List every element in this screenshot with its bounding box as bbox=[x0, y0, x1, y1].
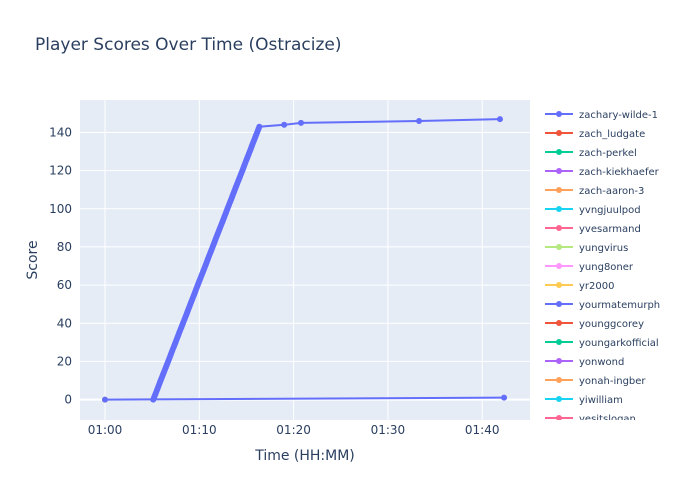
y-tick-label: 120 bbox=[49, 164, 72, 178]
y-tick-label: 20 bbox=[57, 354, 72, 368]
legend-marker-icon bbox=[556, 149, 562, 155]
legend-item-zachary-wilde-1[interactable]: zachary-wilde-1 bbox=[545, 110, 658, 121]
legend-item-yungvirus[interactable]: yungvirus bbox=[545, 243, 628, 254]
legend-label: younggcorey bbox=[579, 319, 644, 330]
legend-marker-icon bbox=[556, 282, 562, 288]
y-tick-label: 100 bbox=[49, 202, 72, 216]
data-point-zachary-wilde-1 bbox=[255, 125, 262, 132]
legend-marker-icon bbox=[556, 396, 562, 402]
data-point-yourmatemurph bbox=[101, 396, 108, 403]
legend-item-yung8oner[interactable]: yung8oner bbox=[545, 262, 634, 273]
legend-label: yr2000 bbox=[579, 281, 614, 292]
legend-label: zach-perkel bbox=[579, 148, 637, 159]
legend-item-youngarkofficial[interactable]: youngarkofficial bbox=[545, 338, 659, 349]
legend-label: yonwond bbox=[579, 357, 624, 368]
legend-label: zach-aaron-3 bbox=[579, 186, 644, 197]
legend-marker-icon bbox=[556, 301, 562, 307]
x-tick-label: 01:10 bbox=[182, 423, 217, 437]
legend-item-yvngjuulpod[interactable]: yvngjuulpod bbox=[545, 205, 641, 216]
legend-item-younggcorey[interactable]: younggcorey bbox=[545, 319, 644, 330]
legend-marker-icon bbox=[556, 130, 562, 136]
legend-label: zach-kiekhaefer bbox=[579, 167, 660, 178]
legend-item-yonah-ingber[interactable]: yonah-ingber bbox=[545, 376, 646, 387]
legend-marker-icon bbox=[556, 225, 562, 231]
legend-label: yesitslogan bbox=[579, 414, 636, 425]
legend: zachary-wilde-1 zach_ludgate zach-perkel za… bbox=[545, 110, 660, 425]
chart-title: Player Scores Over Time (Ostracize) bbox=[35, 35, 342, 55]
legend-label: yonah-ingber bbox=[579, 376, 646, 387]
x-tick-label: 01:00 bbox=[88, 423, 123, 437]
x-tick-label: 01:30 bbox=[371, 423, 406, 437]
y-axis-label: Score bbox=[25, 240, 41, 279]
legend-label: yiwilliam bbox=[579, 395, 623, 406]
plot-area bbox=[80, 100, 530, 420]
legend-marker-icon bbox=[556, 168, 562, 174]
legend-item-yesitslogan[interactable]: yesitslogan bbox=[545, 414, 636, 425]
y-tick-label: 40 bbox=[57, 316, 72, 330]
legend-item-yonwond[interactable]: yonwond bbox=[545, 357, 624, 368]
legend-item-zach-perkel[interactable]: zach-perkel bbox=[545, 148, 637, 159]
legend-label: zachary-wilde-1 bbox=[579, 110, 658, 121]
y-tick-label: 60 bbox=[57, 278, 72, 292]
legend-item-zach-kiekhaefer[interactable]: zach-kiekhaefer bbox=[545, 167, 660, 178]
legend-marker-icon bbox=[556, 320, 562, 326]
x-axis-label: Time (HH:MM) bbox=[254, 448, 355, 464]
legend-marker-icon bbox=[556, 111, 562, 117]
legend-marker-icon bbox=[556, 206, 562, 212]
legend-marker-icon bbox=[556, 244, 562, 250]
legend-marker-icon bbox=[556, 339, 562, 345]
series-line-yourmatemurph bbox=[104, 396, 505, 401]
legend-label: yungvirus bbox=[579, 243, 628, 254]
legend-item-yiwilliam[interactable]: yiwilliam bbox=[545, 395, 623, 406]
x-tick-label: 01:20 bbox=[276, 423, 311, 437]
y-tick-label: 0 bbox=[64, 393, 72, 407]
legend-item-zach_ludgate[interactable]: zach_ludgate bbox=[545, 129, 645, 140]
legend-item-yourmatemurph[interactable]: yourmatemurph bbox=[545, 300, 660, 311]
data-point-yourmatemurph bbox=[501, 394, 508, 401]
legend-label: yung8oner bbox=[579, 262, 634, 273]
data-point-zachary-wilde-1 bbox=[281, 121, 288, 128]
legend-item-yr2000[interactable]: yr2000 bbox=[545, 281, 614, 292]
data-point-zachary-wilde-1 bbox=[297, 119, 304, 126]
legend-marker-icon bbox=[556, 415, 562, 420]
data-point-zachary-wilde-1 bbox=[496, 116, 503, 123]
legend-label: yvesarmand bbox=[579, 224, 641, 235]
legend-marker-icon bbox=[556, 187, 562, 193]
legend-marker-icon bbox=[556, 263, 562, 269]
data-point-zachary-wilde-1 bbox=[416, 117, 423, 124]
legend-label: zach_ludgate bbox=[579, 129, 645, 140]
legend-label: youngarkofficial bbox=[579, 338, 659, 349]
legend-item-zach-aaron-3[interactable]: zach-aaron-3 bbox=[545, 186, 644, 197]
y-tick-label: 140 bbox=[49, 125, 72, 139]
y-tick-label: 80 bbox=[57, 240, 72, 254]
legend-label: yvngjuulpod bbox=[579, 205, 641, 216]
legend-marker-icon bbox=[556, 377, 562, 383]
legend-marker-icon bbox=[556, 358, 562, 364]
x-tick-label: 01:40 bbox=[465, 423, 500, 437]
legend-item-yvesarmand[interactable]: yvesarmand bbox=[545, 224, 641, 235]
legend-label: yourmatemurph bbox=[579, 300, 660, 311]
